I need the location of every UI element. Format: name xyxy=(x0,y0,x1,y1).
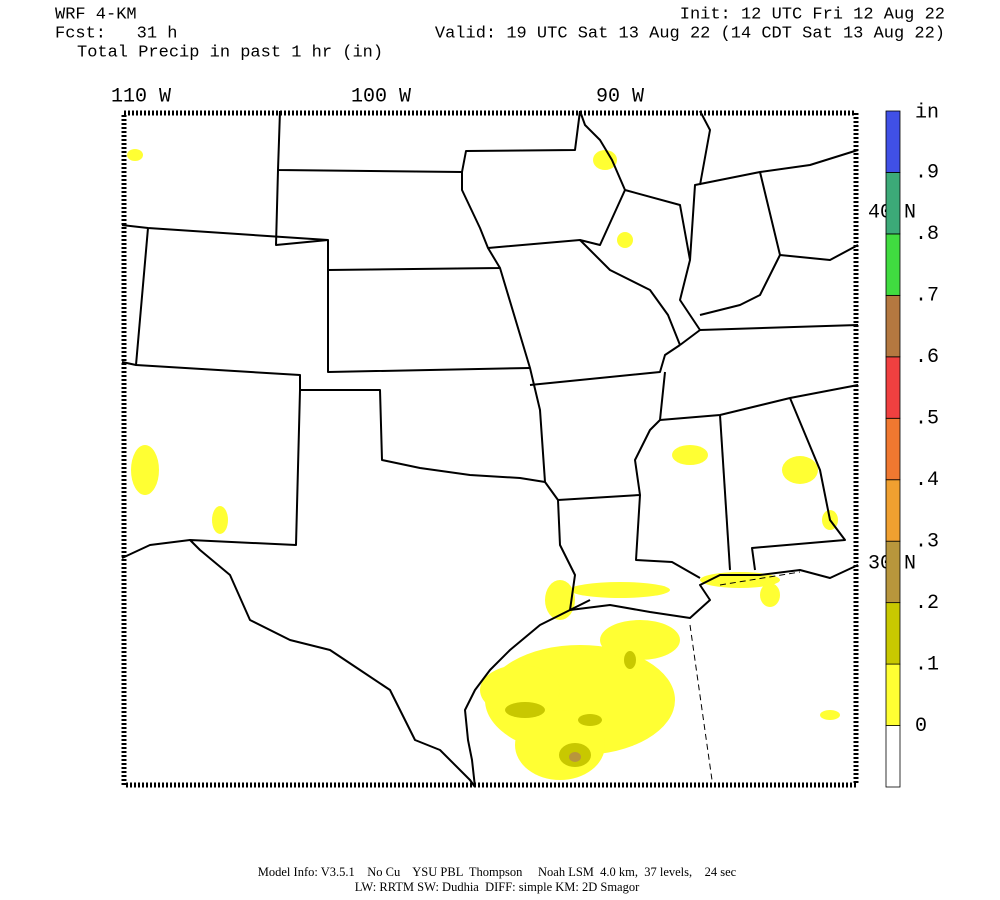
lon-label: 110 W xyxy=(111,85,171,108)
colorbar-segment xyxy=(885,602,901,665)
model: WRF 4-KM xyxy=(55,5,137,24)
offshore-boundary xyxy=(689,571,801,781)
colorbar-segment xyxy=(885,663,901,726)
colorbar-segment xyxy=(885,479,901,542)
colorbar-segment xyxy=(885,725,901,788)
colorbar-segment xyxy=(885,233,901,296)
valid: Valid: 19 UTC Sat 13 Aug 22 (14 CDT Sat … xyxy=(435,24,945,43)
colorbar-label: .5 xyxy=(915,408,939,431)
precip-heavy xyxy=(505,651,636,767)
colorbar-segment xyxy=(885,110,901,173)
colorbar-label: .7 xyxy=(915,285,939,308)
lon-label: 90 W xyxy=(596,85,644,108)
colorbar-label: 0 xyxy=(915,715,927,738)
precip xyxy=(127,149,840,780)
colorbar-label: .3 xyxy=(915,530,939,553)
map xyxy=(121,110,859,788)
colorbar-unit: in xyxy=(915,101,939,124)
init: Init: 12 UTC Fri 12 Aug 22 xyxy=(680,5,945,24)
colorbar-label: .8 xyxy=(915,223,939,246)
colorbar: 0 .1 .2 .3 .4 .5 .6 .7 .8 .9 xyxy=(885,110,939,788)
colorbar-label: .1 xyxy=(915,653,939,676)
map-frame xyxy=(121,110,859,788)
colorbar-label: .6 xyxy=(915,346,939,369)
colorbar-segment xyxy=(885,294,901,358)
colorbar-segment xyxy=(885,540,901,604)
boundaries xyxy=(121,110,859,788)
field: Total Precip in past 1 hr (in) xyxy=(77,43,383,62)
colorbar-label: .4 xyxy=(915,469,939,492)
colorbar-segment xyxy=(885,172,901,235)
colorbar-segment xyxy=(885,417,901,481)
colorbar-label: .9 xyxy=(915,162,939,185)
forecast: Fcst: 31 h xyxy=(55,24,177,43)
footer-line: LW: RRTM SW: Dudhia DIFF: simple KM: 2D … xyxy=(355,880,640,894)
precip-max xyxy=(569,752,581,762)
lon-label: 100 W xyxy=(351,85,411,108)
footer-line: Model Info: V3.5.1 No Cu YSU PBL Thompso… xyxy=(258,865,737,879)
colorbar-label: .2 xyxy=(915,592,939,615)
colorbar-segment xyxy=(885,356,901,419)
